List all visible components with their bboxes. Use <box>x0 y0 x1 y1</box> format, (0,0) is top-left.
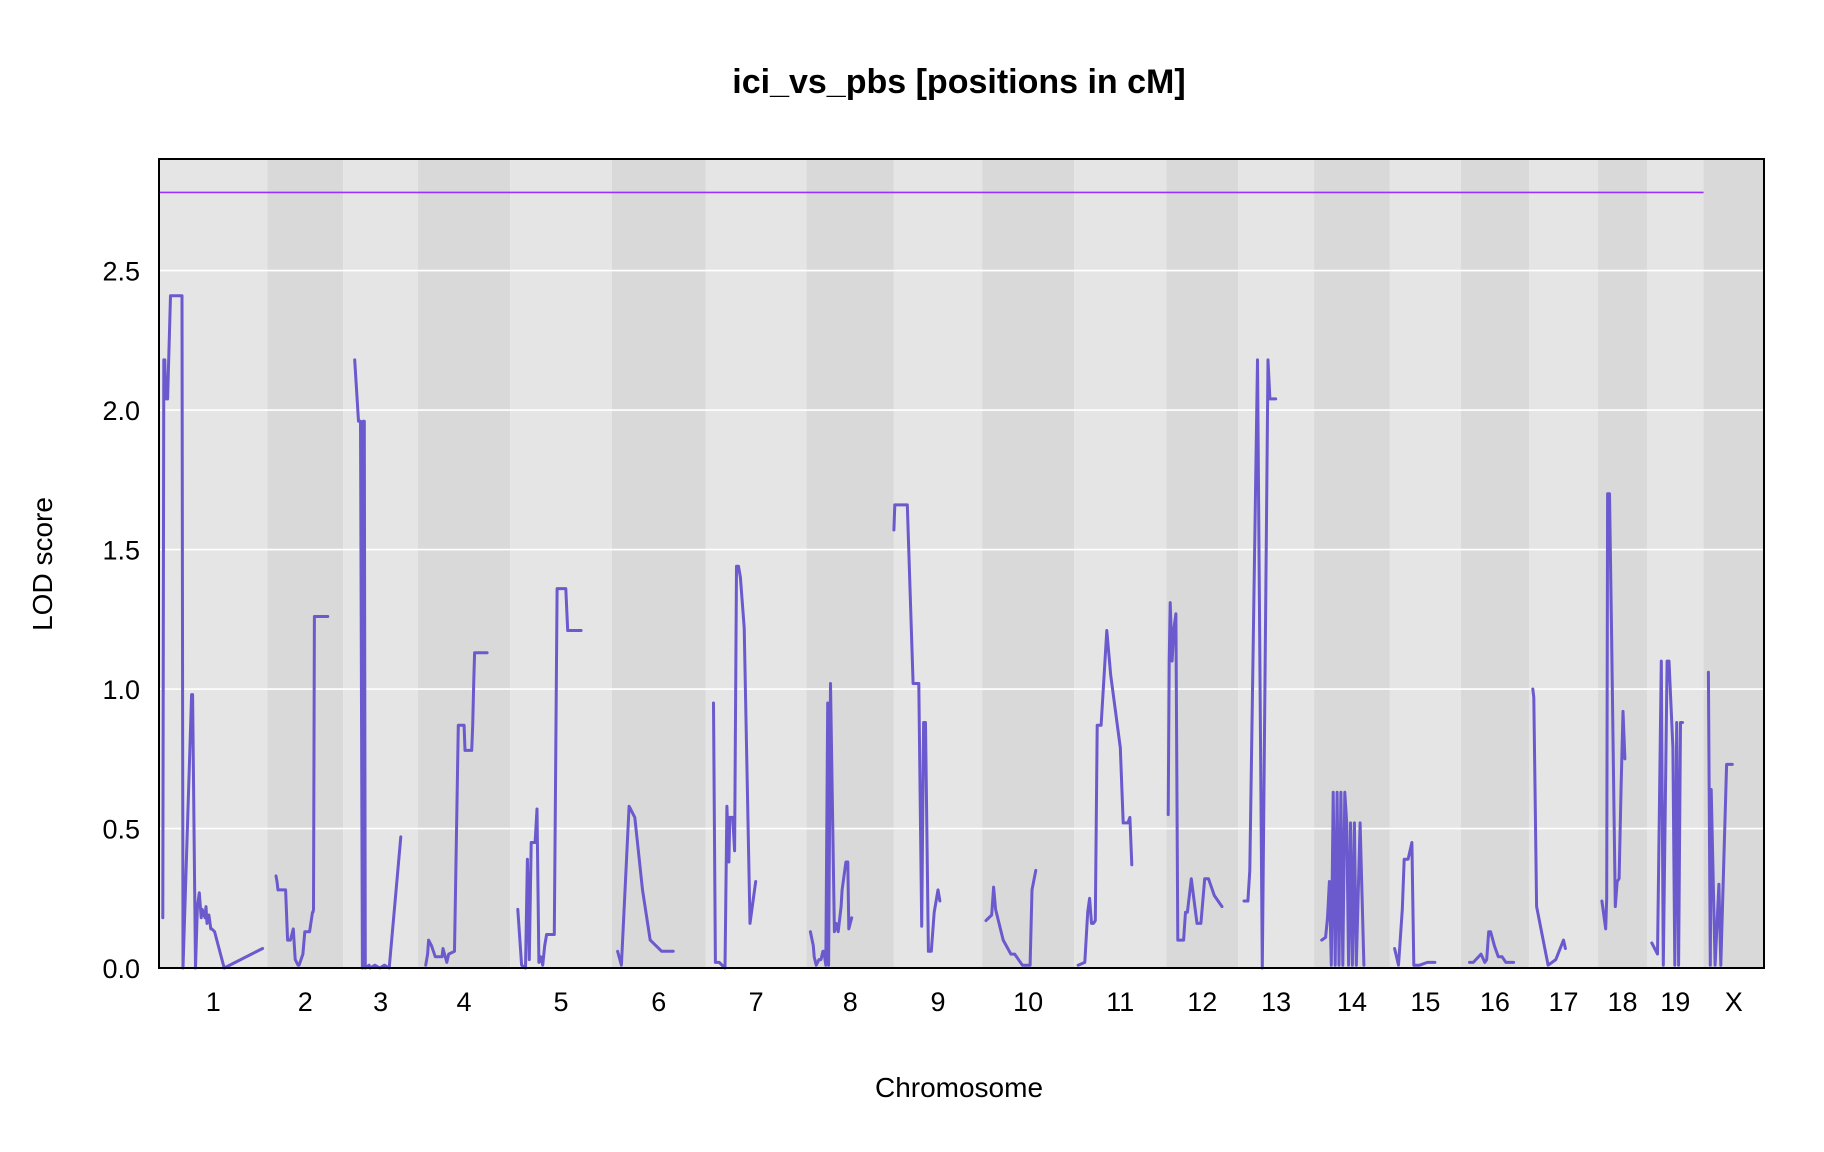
chromosome-band-11 <box>1074 159 1167 968</box>
y-tick-label: 1.5 <box>102 536 140 566</box>
x-tick-label: 19 <box>1660 987 1690 1017</box>
lod-line-chr-12 <box>1166 601 1224 942</box>
x-tick-label: 2 <box>298 987 313 1017</box>
chromosome-band-10 <box>982 159 1075 968</box>
gridlines <box>159 269 1764 830</box>
lod-line-chr-3 <box>353 358 403 970</box>
chromosome-band-2 <box>267 159 344 968</box>
lod-line-chr-17 <box>1531 687 1567 967</box>
chromosome-band-8 <box>806 159 894 968</box>
chromosome-band-5 <box>510 159 612 968</box>
chromosome-band-1 <box>159 159 268 968</box>
y-tick-label: 0.0 <box>102 954 140 984</box>
chromosome-band-9 <box>893 159 983 968</box>
x-tick-label: 16 <box>1480 987 1510 1017</box>
x-tick-label: 7 <box>749 987 764 1017</box>
chromosome-band-17 <box>1528 159 1599 968</box>
x-tick-label: 11 <box>1106 987 1134 1017</box>
x-tick-label: X <box>1725 987 1743 1017</box>
y-tick-labels: 0.0 0.5 1.0 1.5 2.0 2.5 <box>102 257 140 984</box>
lod-line-chr-1 <box>161 294 265 970</box>
lod-line-chr-6 <box>616 804 675 967</box>
x-tick-label: 9 <box>930 987 945 1017</box>
y-tick-label: 1.0 <box>102 675 140 705</box>
y-axis-title: LOD score <box>27 497 58 631</box>
x-tick-label: 14 <box>1337 987 1367 1017</box>
x-tick-label: 18 <box>1607 987 1637 1017</box>
x-tick-label: 3 <box>373 987 388 1017</box>
lod-line-chr-4 <box>424 651 489 967</box>
x-tick-label: 1 <box>206 987 221 1017</box>
lod-series <box>161 294 1734 970</box>
lod-line-chr-8 <box>808 682 854 967</box>
lod-line-chr-11 <box>1076 629 1134 967</box>
x-tick-label: 6 <box>651 987 666 1017</box>
lod-line-chr-7 <box>712 564 758 970</box>
x-tick-label: 8 <box>843 987 858 1017</box>
x-tick-label: 15 <box>1410 987 1440 1017</box>
x-tick-label: 4 <box>457 987 472 1017</box>
lod-line-chr-5 <box>516 587 583 970</box>
plot-frame <box>158 158 1765 969</box>
x-tick-label: 12 <box>1187 987 1217 1017</box>
y-tick-label: 2.5 <box>102 257 140 287</box>
lod-line-chr-2 <box>274 615 330 967</box>
chromosome-band-3 <box>343 159 419 968</box>
lod-line-chr-15 <box>1393 841 1437 967</box>
y-tick-label: 2.0 <box>102 396 140 426</box>
lod-line-chr-18 <box>1600 492 1627 931</box>
chromosome-band-7 <box>705 159 807 968</box>
lod-line-chr-16 <box>1468 930 1516 964</box>
lod-line-chr-9 <box>892 503 942 953</box>
x-tick-labels: 1 2 3 4 5 6 7 8 9 10 11 12 13 14 15 16 17 18 19 X <box>206 987 1743 1017</box>
y-tick-label: 0.5 <box>102 815 140 845</box>
lod-line-chr-X <box>1706 670 1734 967</box>
chart-title: ici_vs_pbs [positions in cM] <box>732 63 1185 101</box>
chromosome-band-16 <box>1460 159 1529 968</box>
chromosome-band-15 <box>1389 159 1461 968</box>
lod-line-chr-14 <box>1320 790 1366 967</box>
x-axis-title: Chromosome <box>875 1072 1043 1103</box>
lod-line-chr-10 <box>984 868 1038 967</box>
x-tick-label: 13 <box>1261 987 1291 1017</box>
x-tick-label: 17 <box>1548 987 1578 1017</box>
lod-line-chr-19 <box>1650 659 1684 967</box>
x-tick-label: 10 <box>1013 987 1043 1017</box>
chromosome-band-4 <box>418 159 511 968</box>
x-tick-label: 5 <box>553 987 568 1017</box>
